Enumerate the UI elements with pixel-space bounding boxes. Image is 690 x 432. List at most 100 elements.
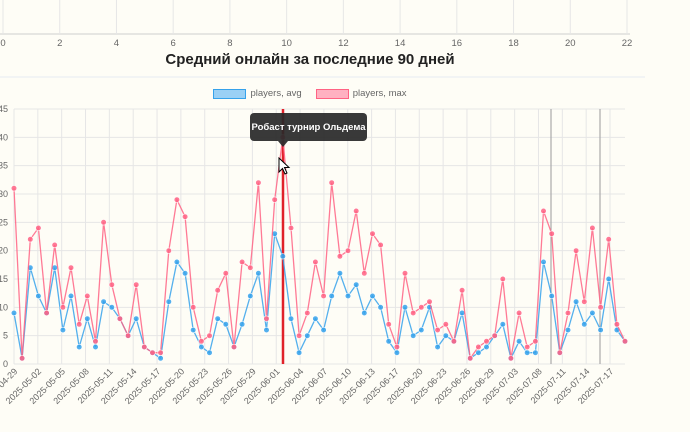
data-point-max — [287, 224, 295, 232]
data-point-max — [206, 332, 213, 339]
data-point-max — [581, 298, 588, 305]
data-point-max — [35, 224, 42, 232]
data-point-max — [149, 349, 156, 356]
data-point-avg — [369, 292, 376, 300]
data-point-avg — [418, 326, 425, 334]
legend-label-max: players, max — [352, 88, 407, 99]
data-point-avg — [597, 326, 604, 334]
data-point-max — [467, 355, 474, 362]
data-point-max — [344, 247, 352, 254]
data-point-avg — [255, 270, 262, 277]
data-point-avg — [182, 270, 189, 277]
data-point-max — [475, 343, 482, 351]
y-tick-label: 30 — [0, 189, 8, 199]
data-point-avg — [353, 281, 360, 288]
data-point-avg — [312, 315, 319, 322]
data-point-max — [597, 304, 604, 311]
data-point-max — [247, 264, 254, 271]
y-tick-label: 20 — [0, 246, 8, 256]
top-chart-x-tick-label: 20 — [565, 38, 576, 49]
data-point-max — [76, 321, 83, 328]
data-point-avg — [385, 338, 392, 345]
data-point-max — [328, 179, 335, 186]
data-point-avg — [540, 258, 547, 266]
x-axis-ticks: 2025-04-292025-05-022025-05-052025-05-08… — [0, 366, 615, 406]
data-point-max — [214, 287, 221, 294]
data-point-max — [385, 321, 392, 328]
y-axis-ticks: 0 5 10 15 20 25 30 35 40 45 — [0, 104, 8, 369]
data-point-max — [59, 304, 67, 311]
data-point-max — [141, 343, 148, 351]
data-point-max — [515, 309, 523, 317]
data-point-avg — [100, 298, 107, 305]
y-tick-label: 15 — [0, 274, 8, 284]
data-point-avg — [206, 349, 213, 356]
data-point-max — [165, 247, 172, 254]
data-point-max — [10, 185, 18, 192]
data-point-max — [263, 315, 270, 322]
data-point-max — [92, 338, 99, 345]
data-point-max — [483, 338, 490, 345]
data-point-avg — [287, 315, 295, 322]
top-chart-x-tick-label: 12 — [338, 38, 349, 49]
chart-grid — [13, 108, 625, 365]
data-point-avg — [361, 309, 368, 317]
data-point-avg — [377, 304, 384, 311]
data-point-max — [450, 338, 458, 345]
data-point-max — [222, 270, 229, 277]
data-point-max — [304, 309, 311, 317]
top-chart-x-tick-label: 22 — [622, 38, 633, 49]
data-point-avg — [564, 326, 572, 334]
data-point-max — [532, 338, 539, 345]
data-point-avg — [35, 292, 42, 300]
data-point-avg — [442, 332, 449, 339]
data-point-max — [271, 196, 278, 203]
data-point-max — [27, 236, 34, 243]
data-point-avg — [320, 326, 327, 334]
data-point-max — [605, 236, 612, 243]
data-point-avg — [410, 332, 417, 339]
data-point-max — [320, 292, 327, 300]
data-point-max — [410, 309, 417, 317]
data-point-max — [239, 258, 246, 266]
chart-title: Средний онлайн за последние 90 дней — [165, 51, 455, 68]
legend-item-max[interactable]: players, max — [315, 88, 407, 99]
top-chart-x-tick-label: 8 — [227, 38, 232, 49]
data-point-avg — [190, 326, 197, 334]
data-point-avg — [515, 338, 523, 345]
data-point-avg — [67, 292, 75, 300]
data-point-max — [198, 338, 205, 345]
data-point-avg — [108, 304, 115, 311]
top-chart-x-ticks: 0 2 4 6 8 10 12 14 16 18 20 22 — [0, 38, 632, 49]
data-point-max — [540, 207, 547, 215]
data-point-avg — [222, 321, 229, 328]
top-chart-x-tick-label: 14 — [395, 38, 406, 49]
data-point-max — [393, 343, 401, 351]
data-point-max — [84, 292, 91, 300]
data-point-avg — [328, 292, 335, 300]
data-point-avg — [157, 355, 164, 362]
data-point-max — [434, 326, 441, 334]
series-line-max — [13, 137, 626, 361]
data-point-max — [442, 321, 449, 328]
mouse-cursor-icon — [278, 157, 291, 175]
data-point-avg — [499, 321, 506, 328]
data-point-avg — [198, 343, 205, 351]
y-tick-label: 45 — [0, 104, 8, 114]
legend-swatch-max — [315, 88, 349, 99]
data-point-max — [499, 275, 506, 283]
data-point-max — [173, 196, 180, 203]
data-point-max — [401, 270, 409, 277]
data-point-avg — [92, 343, 99, 351]
data-point-avg — [296, 349, 303, 356]
data-point-avg — [214, 315, 221, 322]
data-point-avg — [279, 253, 286, 260]
legend-item-avg[interactable]: players, avg — [213, 88, 302, 99]
data-point-avg — [589, 309, 596, 317]
top-chart-x-tick-label: 0 — [0, 38, 5, 49]
data-point-max — [507, 355, 515, 362]
data-point-max — [125, 332, 132, 339]
data-point-max — [572, 247, 580, 254]
chart-series — [10, 134, 629, 362]
data-point-avg — [304, 332, 311, 339]
